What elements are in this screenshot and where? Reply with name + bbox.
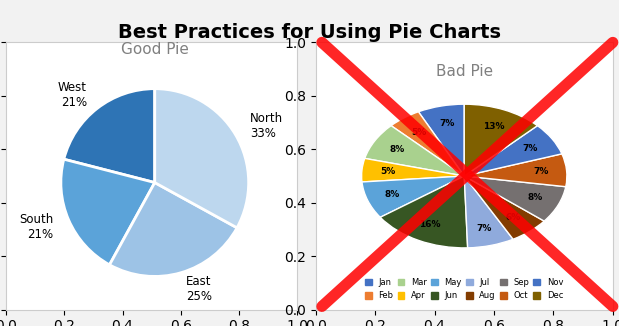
Text: North
33%: North 33% — [250, 112, 284, 140]
Text: 7%: 7% — [522, 143, 538, 153]
Wedge shape — [464, 104, 537, 176]
Wedge shape — [391, 112, 464, 176]
Text: 7%: 7% — [477, 224, 492, 232]
Wedge shape — [464, 176, 544, 239]
Wedge shape — [155, 89, 249, 228]
Text: 5%: 5% — [412, 128, 426, 137]
Wedge shape — [464, 176, 513, 248]
Text: 5%: 5% — [380, 167, 395, 176]
Text: 13%: 13% — [483, 122, 504, 131]
Wedge shape — [464, 154, 567, 187]
Text: West
21%: West 21% — [58, 81, 87, 109]
Wedge shape — [380, 176, 467, 248]
Wedge shape — [61, 159, 155, 265]
Title: Bad Pie: Bad Pie — [436, 64, 493, 79]
Title: Good Pie: Good Pie — [121, 42, 189, 57]
Text: 16%: 16% — [419, 220, 441, 229]
Wedge shape — [110, 183, 237, 276]
Wedge shape — [361, 158, 464, 182]
Text: East
25%: East 25% — [186, 275, 212, 303]
Text: South
21%: South 21% — [19, 213, 53, 241]
Wedge shape — [464, 126, 562, 176]
Wedge shape — [362, 176, 464, 217]
Wedge shape — [64, 89, 155, 183]
Wedge shape — [464, 176, 566, 221]
Legend: Jan, Feb, Mar, Apr, May, Jun, Jul, Aug, Sep, Oct, Nov, Dec: Jan, Feb, Mar, Apr, May, Jun, Jul, Aug, … — [363, 276, 566, 303]
Text: 8%: 8% — [384, 190, 399, 199]
Text: 7%: 7% — [439, 119, 454, 128]
Text: 6%: 6% — [506, 213, 521, 222]
Wedge shape — [365, 126, 464, 176]
Text: Best Practices for Using Pie Charts: Best Practices for Using Pie Charts — [118, 23, 501, 42]
Text: 8%: 8% — [527, 193, 542, 202]
Text: 7%: 7% — [534, 167, 548, 176]
Wedge shape — [418, 104, 464, 176]
Text: 8%: 8% — [389, 145, 405, 154]
